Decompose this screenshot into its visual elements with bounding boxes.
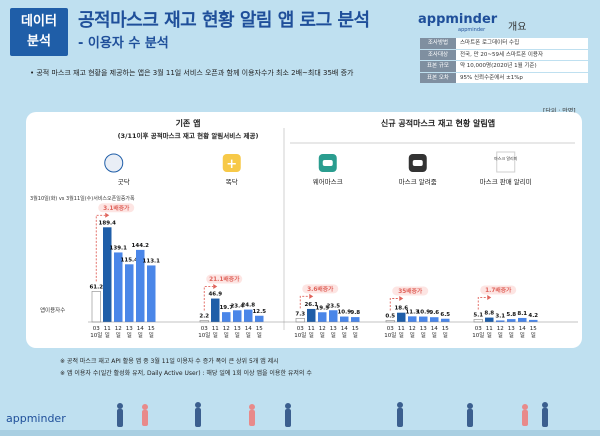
badge-line1: 데이터 [21,14,57,29]
chart-panel [26,112,582,348]
info-value: 전국, 만 20~59세 스마트폰 이용자 [456,49,588,60]
info-key: 표본 규모 [420,61,456,72]
info-value: 약 10,000명(2020년 1월 기준) [456,61,588,72]
footnotes: ※ 공적 마스크 재고 API 활용 앱 중 3월 11일 이용자 수 증가 폭… [60,356,312,380]
info-key: 조사대상 [420,49,456,60]
survey-info-table: 조사방법 스마트폰 로그데이터 수집 조사대상 전국, 만 20~59세 스마트폰 … [420,38,588,84]
footer-illustration [0,402,600,436]
brand-logo-sub: appminder [458,27,486,33]
footnote: ※ 공적 마스크 재고 API 활용 앱 중 3월 11일 이용자 수 증가 폭… [60,358,279,365]
info-row: 조사방법 스마트폰 로그데이터 수집 [420,38,588,49]
page-title: 공적마스크 재고 현황 알림 앱 로그 분석 [78,10,370,31]
page-subtitle: - 이용자 수 분석 [78,36,169,51]
info-value: 스마트폰 로그데이터 수집 [456,38,588,49]
info-row: 표본 규모 약 10,000명(2020년 1월 기준) [420,61,588,72]
info-key: 표본 오차 [420,72,456,83]
footer-logo: appminder [6,412,66,425]
brand-logo: appminder [418,12,498,27]
unit-label: [단위 : 만명] [543,106,576,115]
summary-bullet: • 공적 마스크 재고 현황을 제공하는 앱은 3월 11일 서비스 오픈과 함… [30,69,354,77]
info-value: 95% 신뢰수준에서 ±1%p [456,72,588,83]
badge-line2: 분석 [27,34,51,49]
info-key: 조사방법 [420,38,456,49]
info-row: 조사대상 전국, 만 20~59세 스마트폰 이용자 [420,49,588,60]
section-badge: 데이터 분석 [10,8,68,56]
info-row: 표본 오차 95% 신뢰수준에서 ±1%p [420,72,588,83]
overview-label: 개요 [508,22,527,33]
footnote: ※ 앱 이용자 수(일간 활성화 유저, Daily Active User) … [60,370,312,377]
